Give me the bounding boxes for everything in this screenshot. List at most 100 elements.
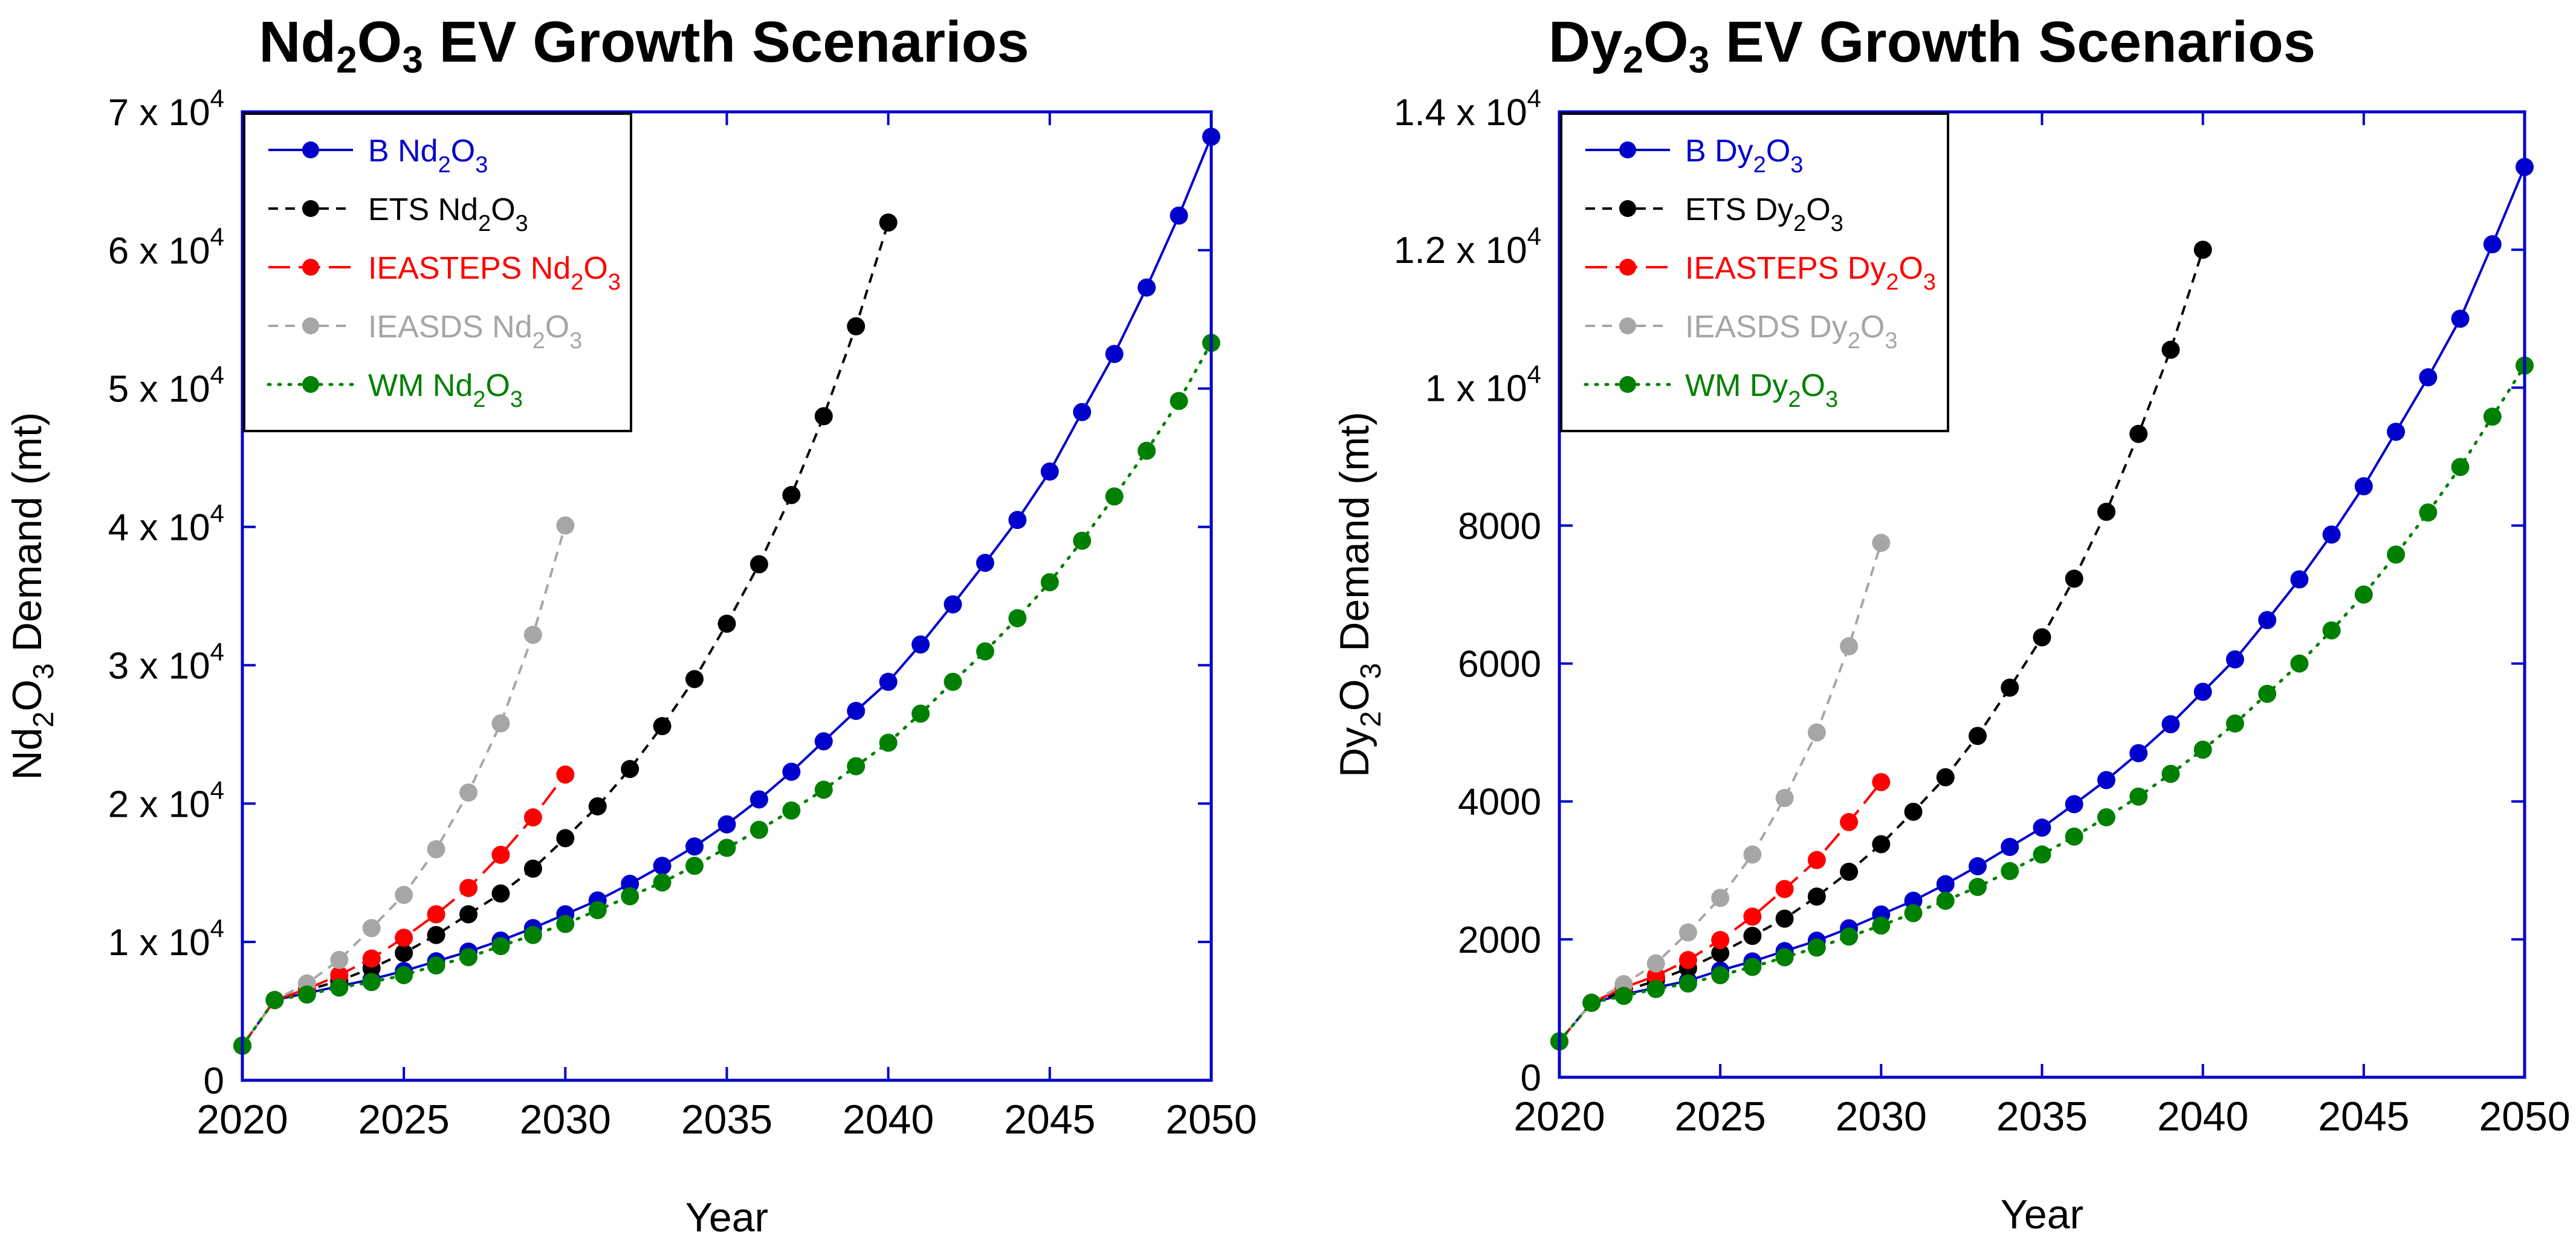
dy2o3-chart-panel: Dy2O3 EV Growth Scenarios 2020 2025 2030 20… xyxy=(1288,0,2576,1255)
x-tick-label: 2035 xyxy=(681,1097,772,1143)
data-point xyxy=(556,516,575,535)
title-part: Dy xyxy=(1548,10,1623,74)
data-point xyxy=(1170,206,1188,225)
data-point xyxy=(2065,795,2083,814)
data-point xyxy=(1904,802,1923,821)
data-point xyxy=(976,554,994,572)
label-part: WM Nd xyxy=(368,368,473,403)
data-point xyxy=(556,829,575,848)
x-tick-label: 2050 xyxy=(1165,1097,1257,1143)
nd2o3-chart-panel: Nd2O3 EV Growth Scenarios 2020 2025 2030 20… xyxy=(0,6,1288,1240)
data-point xyxy=(1807,851,1826,869)
data-point xyxy=(782,801,801,820)
data-point xyxy=(976,642,994,661)
data-point xyxy=(653,857,672,875)
data-point xyxy=(1904,904,1923,923)
label-subscript: 3 xyxy=(1355,663,1387,679)
data-point xyxy=(523,926,542,944)
y-tick-label: 1 x 104 xyxy=(108,914,224,964)
chart-title: Nd2O3 EV Growth Scenarios xyxy=(0,6,1288,79)
data-point xyxy=(879,733,898,752)
data-point xyxy=(427,840,445,858)
label-subscript: 2 xyxy=(473,387,485,412)
data-point xyxy=(297,985,316,1004)
label-part: ETS Dy xyxy=(1685,192,1793,227)
x-tick-label: 2030 xyxy=(1836,1094,1927,1140)
data-point xyxy=(1678,974,1697,993)
label-part: O xyxy=(4,679,50,712)
x-tick-label: 2025 xyxy=(358,1097,450,1143)
data-point xyxy=(2419,368,2438,387)
label-subscript: 3 xyxy=(28,663,60,679)
x-axis-label: Year xyxy=(685,1195,768,1240)
data-point xyxy=(1711,944,1730,962)
y-tick-exponent: 4 xyxy=(1527,84,1541,112)
label-part: B Nd xyxy=(368,134,438,169)
label-subscript: 3 xyxy=(1885,328,1897,354)
data-point xyxy=(1743,845,1762,864)
y-tick-mantissa: 4000 xyxy=(1458,782,1541,823)
x-tick-label: 2035 xyxy=(1996,1094,2088,1140)
label-part: IEASTEPS Dy xyxy=(1685,251,1886,286)
data-point xyxy=(1614,987,1633,1005)
legend-label: IEASDS Dy2O3 xyxy=(1685,310,1897,354)
label-part: O xyxy=(583,251,607,286)
x-tick-label: 2020 xyxy=(196,1097,288,1143)
data-point xyxy=(685,857,704,875)
data-point xyxy=(1646,954,1665,973)
data-point xyxy=(362,919,381,938)
data-point xyxy=(2387,423,2406,441)
data-point xyxy=(814,780,833,799)
data-point xyxy=(2161,340,2180,359)
label-part: O xyxy=(1766,134,1790,169)
data-point xyxy=(362,973,381,991)
data-point xyxy=(2161,765,2180,783)
label-subscript: 2 xyxy=(28,712,60,728)
data-point xyxy=(1840,637,1859,656)
y-tick-mantissa: 2 x 10 xyxy=(108,783,210,825)
data-point xyxy=(1969,857,1987,875)
legend-marker xyxy=(302,259,319,276)
data-point xyxy=(1936,875,1955,893)
data-point xyxy=(2001,861,2019,880)
title-subscript: 2 xyxy=(1622,39,1644,81)
data-point xyxy=(1040,573,1059,592)
legend-marker xyxy=(302,141,319,158)
data-point xyxy=(1840,812,1859,831)
data-point xyxy=(395,886,413,904)
label-subscript: 2 xyxy=(478,211,491,236)
legend-label: WM Dy2O3 xyxy=(1685,368,1838,412)
y-axis-label: Nd2O3 Demand (mt) xyxy=(4,412,60,780)
data-point xyxy=(911,635,930,654)
data-point xyxy=(1678,951,1697,970)
label-part: IEASDS Nd xyxy=(368,310,532,345)
data-point xyxy=(2097,771,2115,790)
label-subscript: 2 xyxy=(438,152,451,178)
data-point xyxy=(395,944,413,962)
y-tick-mantissa: 6000 xyxy=(1458,644,1541,686)
data-point xyxy=(556,915,575,933)
data-point xyxy=(459,948,478,967)
x-tick-label: 2050 xyxy=(2479,1094,2570,1140)
y-tick-label: 4 x 104 xyxy=(108,499,224,549)
data-point xyxy=(491,937,510,956)
x-tick-label: 2030 xyxy=(520,1097,611,1143)
data-point xyxy=(2193,241,2212,259)
data-point xyxy=(1840,863,1859,881)
data-point xyxy=(2290,570,2309,589)
data-point xyxy=(1775,909,1794,928)
data-point xyxy=(1775,789,1794,808)
data-point xyxy=(879,672,898,691)
dy2o3-chart-svg: 2020 2025 2030 2035 2040 2045 2050 0 2000 4000 600… xyxy=(1332,84,2571,1237)
legend-marker xyxy=(302,200,319,217)
data-point xyxy=(1711,930,1730,949)
data-point xyxy=(2483,235,2502,254)
data-point xyxy=(717,815,736,834)
data-point xyxy=(330,950,349,969)
y-tick-label: 7 x 104 xyxy=(108,84,224,134)
x-tick-label: 2045 xyxy=(1004,1097,1095,1143)
data-point xyxy=(1138,441,1156,460)
data-point xyxy=(847,317,866,336)
